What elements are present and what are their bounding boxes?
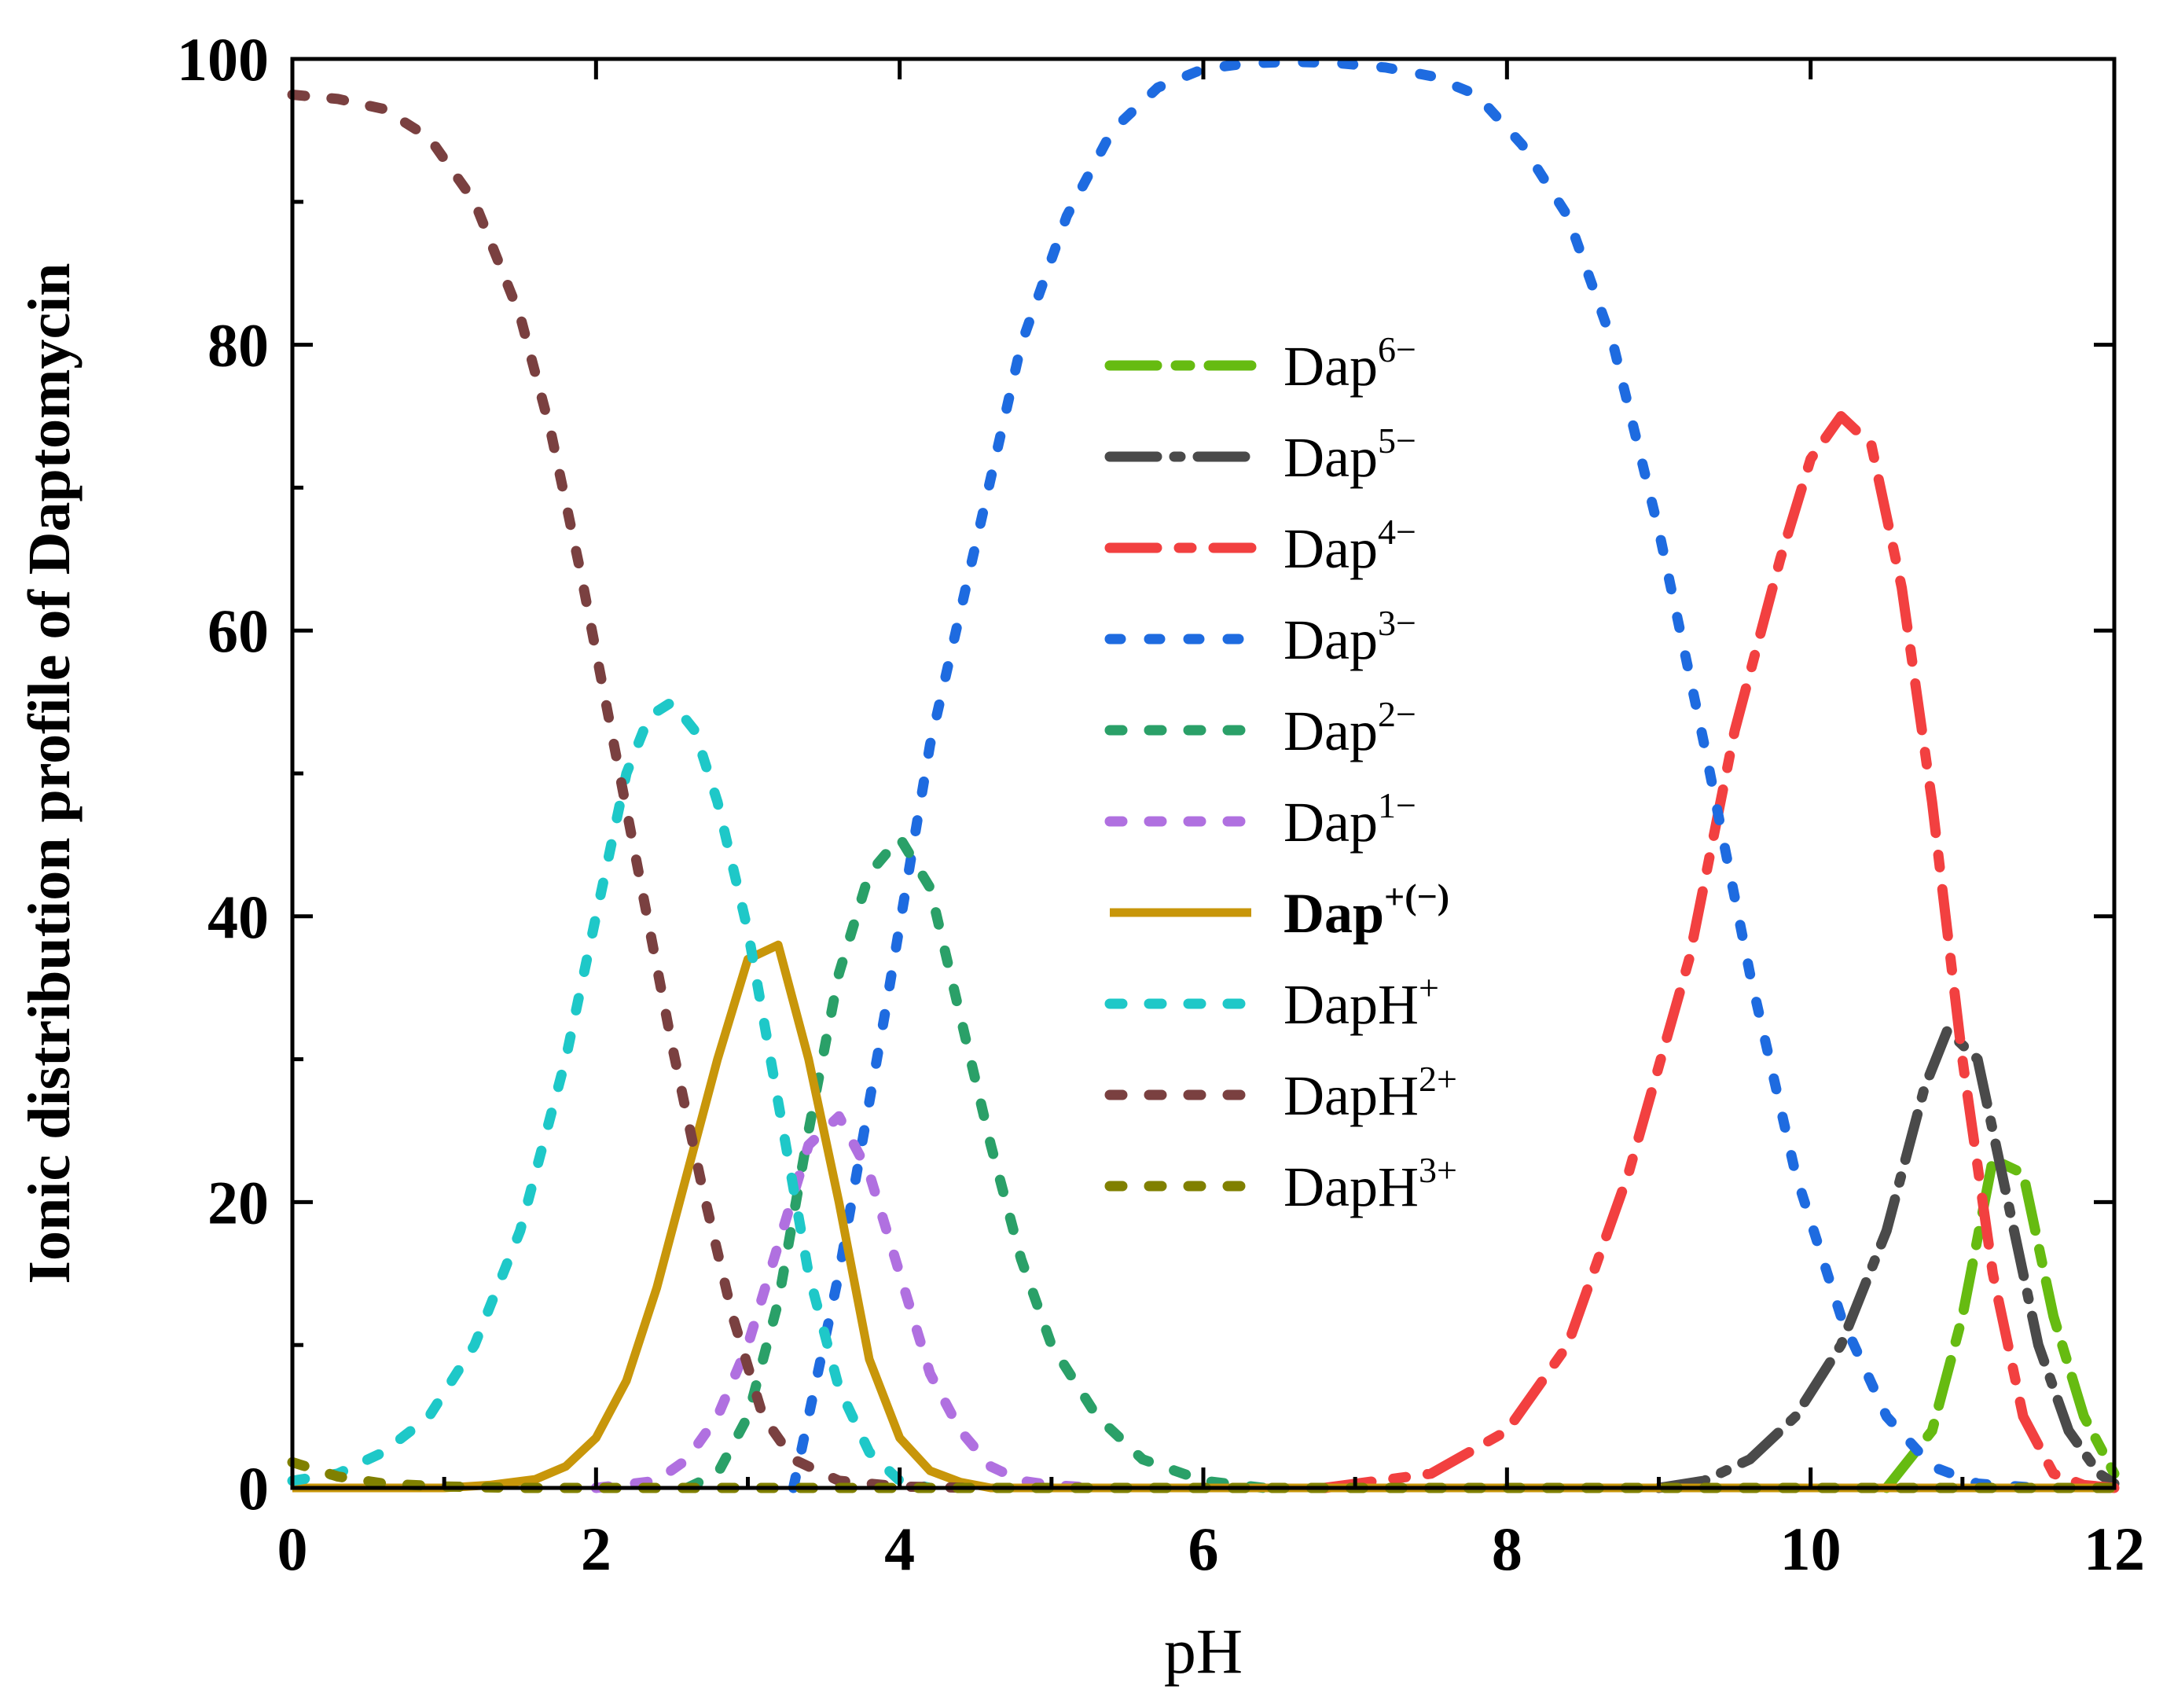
- series-line-3: [788, 57, 2044, 1493]
- legend-label-base: Dap: [1283, 517, 1378, 580]
- legend-label-base: Dap: [1283, 426, 1378, 489]
- legend-label-0: Dap6−: [1283, 329, 1416, 398]
- series-line-2: [1320, 411, 2120, 1493]
- ticks-layer: 0 2 4 6 8 10 12 0 20 40 60 80 100: [177, 25, 2145, 1583]
- legend-label-base: Dap: [1283, 335, 1378, 398]
- y-tick-label: 0: [238, 1454, 269, 1523]
- y-tick-label: 60: [207, 597, 269, 665]
- legend-label-superscript: 6−: [1378, 329, 1416, 369]
- x-tick-label: 6: [1188, 1515, 1219, 1583]
- legend-label-2: Dap4−: [1283, 512, 1416, 580]
- series-line-5: [590, 1111, 1103, 1493]
- legend-label-1: Dap5−: [1283, 421, 1416, 489]
- y-tick-label: 100: [177, 25, 269, 94]
- legend-label-9: DapH3+: [1283, 1150, 1457, 1218]
- legend-label-base: Dap: [1283, 700, 1378, 762]
- legend-label-6: Dap+(−): [1283, 876, 1449, 945]
- legend-label-superscript: 5−: [1378, 421, 1416, 461]
- legend-label-superscript: 2+: [1419, 1059, 1457, 1099]
- legend-label-base: DapH: [1283, 1064, 1419, 1127]
- legend-label-base: DapH: [1283, 973, 1419, 1036]
- legend-label-base: DapH: [1283, 1155, 1419, 1218]
- legend-label-superscript: 2−: [1378, 694, 1416, 734]
- y-axis-title: Ionic distribution profile of Daptomycin: [17, 263, 83, 1284]
- legend-label-7: DapH+: [1283, 968, 1439, 1036]
- legend-label-3: Dap3−: [1283, 603, 1416, 671]
- y-tick-label: 20: [207, 1168, 269, 1236]
- series-layer: [287, 57, 2120, 1493]
- x-tick-label: 12: [2084, 1515, 2145, 1583]
- x-tick-label: 8: [1492, 1515, 1522, 1583]
- y-tick-label: 80: [207, 311, 269, 380]
- legend-label-superscript: 4−: [1378, 512, 1416, 552]
- x-tick-label: 4: [884, 1515, 915, 1583]
- legend-label-base: Dap: [1283, 882, 1384, 945]
- legend-label-4: Dap2−: [1283, 694, 1416, 762]
- legend-label-5: Dap1−: [1283, 785, 1416, 854]
- series-line-1: [1654, 1025, 2120, 1493]
- x-tick-label: 2: [581, 1515, 611, 1583]
- legend-label-superscript: 3−: [1378, 603, 1416, 643]
- series-line-0: [1881, 1154, 2120, 1493]
- series-line-8: [287, 90, 981, 1493]
- legend-label-superscript: +: [1419, 968, 1439, 1008]
- legend-label-8: DapH2+: [1283, 1059, 1457, 1127]
- legend-label-base: Dap: [1283, 608, 1378, 671]
- legend-label-superscript: 3+: [1419, 1150, 1457, 1190]
- series-line-4: [681, 832, 1269, 1493]
- legend: Dap6−Dap5−Dap4−Dap3−Dap2−Dap1−Dap+(−)Dap…: [1104, 329, 1457, 1218]
- y-tick-label: 40: [207, 883, 269, 951]
- legend-label-superscript: +(−): [1384, 876, 1449, 916]
- series-line-7: [287, 696, 935, 1493]
- legend-label-superscript: 1−: [1378, 785, 1416, 825]
- x-axis-title: pH: [1164, 1615, 1243, 1687]
- x-tick-label: 0: [277, 1515, 308, 1583]
- legend-label-base: Dap: [1283, 791, 1378, 854]
- x-tick-label: 10: [1780, 1515, 1842, 1583]
